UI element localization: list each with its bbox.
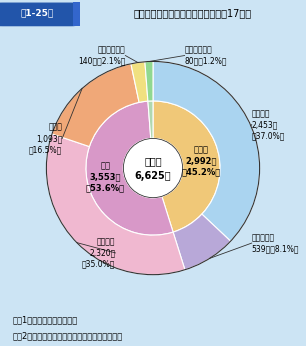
Circle shape: [123, 138, 183, 198]
Text: 交差点
2,992件
（45.2%）: 交差点 2,992件 （45.2%）: [181, 145, 220, 176]
Bar: [73, 2, 80, 27]
Wedge shape: [145, 62, 153, 101]
Text: 合　計: 合 計: [144, 156, 162, 166]
Text: 6,625件: 6,625件: [135, 171, 171, 181]
Text: 交差点付近
539件（8.1%）: 交差点付近 539件（8.1%）: [252, 233, 299, 253]
Wedge shape: [86, 101, 173, 235]
Text: 注　1　警察庁資料による。: 注 1 警察庁資料による。: [12, 315, 77, 324]
Wedge shape: [173, 214, 231, 270]
Text: 第1-25図: 第1-25図: [20, 9, 53, 18]
Wedge shape: [47, 134, 185, 275]
Wedge shape: [153, 101, 220, 232]
Text: 一般単路
2,320件
（35.0%）: 一般単路 2,320件 （35.0%）: [82, 237, 115, 268]
Text: 単路
3,553件
（53.6%）: 単路 3,553件 （53.6%）: [86, 162, 125, 193]
Text: 道路形状別死亡事故発生件数（平成17年）: 道路形状別死亡事故発生件数（平成17年）: [134, 8, 252, 18]
Wedge shape: [148, 101, 153, 138]
Text: 2　（　）内は，発生件数の構成率である。: 2 （ ）内は，発生件数の構成率である。: [12, 331, 122, 340]
Text: カーブ
1,093件
（16.5%）: カーブ 1,093件 （16.5%）: [29, 123, 62, 154]
Wedge shape: [131, 62, 148, 102]
Text: 交差点内
2,453件
（37.0%）: 交差点内 2,453件 （37.0%）: [252, 109, 285, 140]
Text: トンネル・橋
140件（2.1%）: トンネル・橋 140件（2.1%）: [78, 45, 125, 66]
FancyBboxPatch shape: [0, 3, 76, 26]
Text: 路切・その他
80件（1.2%）: 路切・その他 80件（1.2%）: [185, 45, 227, 66]
Wedge shape: [52, 64, 139, 147]
Wedge shape: [153, 62, 259, 241]
